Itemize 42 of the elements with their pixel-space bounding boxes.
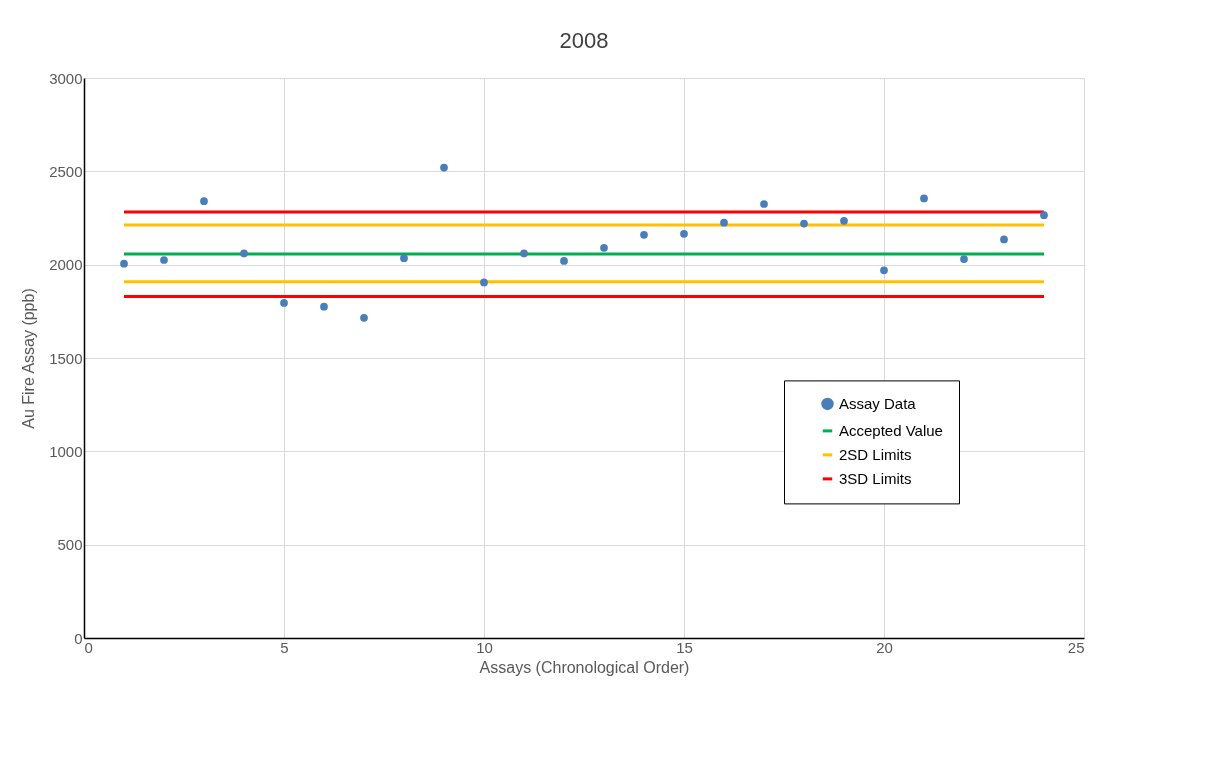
- point: [240, 249, 248, 258]
- x-tick-label: 25: [1067, 638, 1085, 656]
- x-tick-label: 5: [280, 638, 289, 656]
- point: [680, 230, 688, 238]
- y-tick-label: 3000: [49, 69, 83, 87]
- legend-label: 2SD Limits: [839, 445, 912, 463]
- point: [200, 197, 208, 206]
- point: [320, 302, 328, 311]
- y-axis-title: Au Fire Assay (ppb): [20, 288, 38, 429]
- y-tick-label: 1500: [49, 349, 83, 367]
- legend-label: Accepted Value: [839, 421, 943, 439]
- point: [920, 194, 928, 203]
- chart-title: 2008: [559, 28, 609, 53]
- point: [120, 259, 128, 268]
- y-tick-label: 500: [57, 536, 83, 554]
- point: [160, 256, 168, 264]
- point: [480, 278, 488, 287]
- point: [360, 314, 368, 322]
- point: [440, 163, 448, 172]
- point: [880, 266, 888, 275]
- y-tick-label: 2500: [49, 162, 83, 180]
- point: [840, 216, 848, 225]
- point: [560, 257, 568, 265]
- y-tick-label: 2000: [49, 256, 83, 274]
- point: [280, 299, 288, 307]
- x-tick-label: 10: [476, 638, 493, 656]
- point: [1040, 211, 1048, 220]
- y-tick-label: 1000: [49, 442, 83, 460]
- point: [640, 230, 648, 239]
- x-tick-label: 20: [876, 638, 893, 656]
- point: [520, 249, 528, 258]
- legend-label: 3SD Limits: [839, 469, 912, 487]
- point: [760, 200, 768, 208]
- legend-label: Assay Data: [839, 394, 917, 412]
- point: [400, 254, 408, 262]
- point: [720, 218, 728, 227]
- point: [600, 244, 608, 252]
- point: [960, 255, 968, 263]
- point: [800, 219, 808, 228]
- x-axis-title: Assays (Chronological Order): [479, 658, 690, 676]
- x-tick-label: 15: [676, 638, 693, 656]
- point: [1000, 235, 1008, 244]
